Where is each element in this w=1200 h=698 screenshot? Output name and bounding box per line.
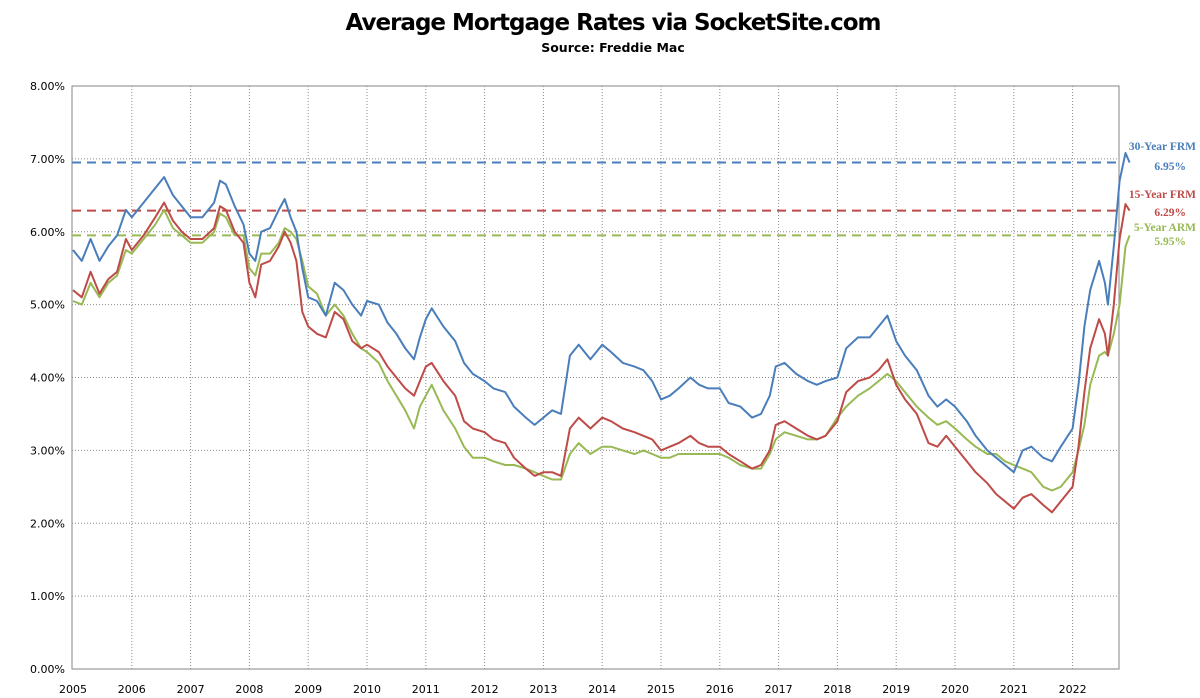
y-tick-label: 8.00% (30, 80, 65, 93)
x-tick-label: 2008 (235, 683, 263, 696)
chart-title: Average Mortgage Rates via SocketSite.co… (345, 10, 882, 36)
x-tick-label: 2022 (1059, 683, 1087, 696)
x-tick-label: 2009 (294, 683, 322, 696)
y-tick-label: 6.00% (30, 226, 65, 239)
series-value-label: 6.29% (1154, 207, 1186, 219)
series-line-15-year-frm (72, 201, 1131, 514)
series-line-5-year-arm (72, 208, 1131, 492)
x-tick-label: 2006 (118, 683, 146, 696)
series-name-label: 5-Year ARM (1134, 222, 1196, 234)
y-tick-label: 0.00% (30, 663, 65, 676)
y-tick-label: 4.00% (30, 372, 65, 385)
series-value-label: 6.95% (1154, 161, 1186, 173)
y-tick-label: 7.00% (30, 153, 65, 166)
reference-lines (72, 161, 1119, 237)
x-tick-label: 2012 (471, 683, 499, 696)
x-tick-label: 2010 (353, 683, 381, 696)
y-tick-label: 1.00% (30, 590, 65, 603)
x-tick-label: 2018 (823, 683, 851, 696)
x-axis-ticks: 2005 2006 2007 2008 2009 2010 2011 2012 2013 2014… (59, 683, 1087, 696)
y-tick-label: 2.00% (30, 517, 65, 530)
series-lines (72, 152, 1131, 514)
x-tick-label: 2020 (941, 683, 969, 696)
y-axis-ticks: 0.00% 1.00% 2.00% 3.00% 4.00% 5.00% 6.00% 7.00%… (30, 80, 65, 676)
x-tick-label: 2005 (59, 683, 87, 696)
x-tick-label: 2011 (412, 683, 440, 696)
series-name-label: 30-Year FRM (1129, 141, 1196, 153)
x-tick-label: 2014 (588, 683, 616, 696)
y-tick-label: 5.00% (30, 299, 65, 312)
y-tick-label: 3.00% (30, 444, 65, 457)
x-tick-label: 2007 (177, 683, 205, 696)
x-tick-label: 2019 (882, 683, 910, 696)
x-tick-label: 2015 (647, 683, 675, 696)
x-tick-label: 2021 (1000, 683, 1028, 696)
x-tick-label: 2017 (765, 683, 793, 696)
series-line-30-year-frm (72, 152, 1131, 474)
x-tick-label: 2016 (706, 683, 734, 696)
series-name-label: 15-Year FRM (1129, 189, 1196, 201)
x-tick-label: 2013 (529, 683, 557, 696)
series-labels: 30-Year FRM 6.95% 15-Year FRM 6.29% 5-Year A… (1129, 141, 1196, 248)
chart-subtitle: Source: Freddie Mac (541, 40, 685, 55)
series-value-label: 5.95% (1154, 236, 1186, 248)
plot-area (71, 85, 1120, 670)
